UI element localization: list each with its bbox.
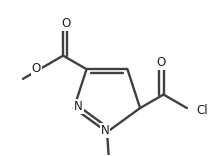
Text: O: O — [32, 62, 41, 75]
Text: O: O — [61, 17, 71, 30]
Text: N: N — [74, 100, 83, 113]
Text: N: N — [101, 124, 109, 137]
Text: Cl: Cl — [197, 104, 208, 117]
Text: O: O — [156, 56, 165, 69]
